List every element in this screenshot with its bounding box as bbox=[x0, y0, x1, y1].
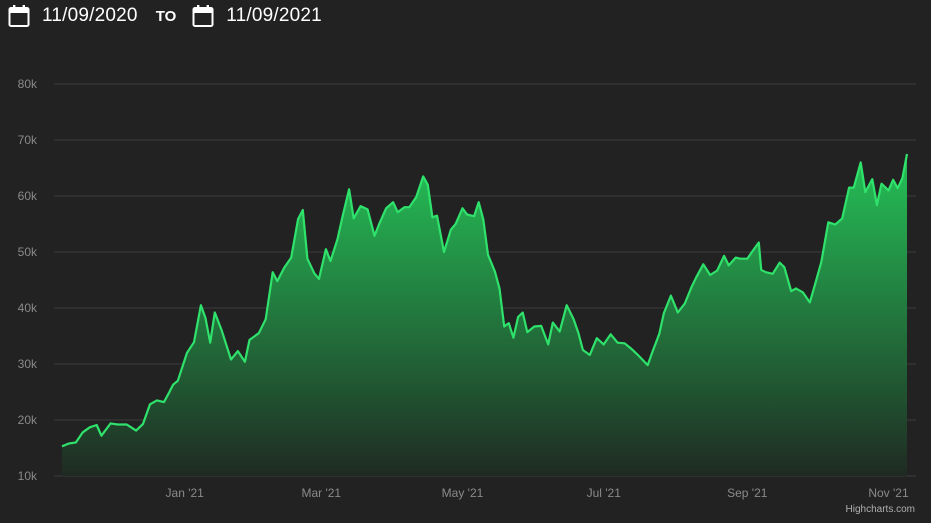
x-tick-label: Jul '21 bbox=[587, 486, 622, 500]
x-axis-labels: Jan '21 Mar '21 May '21 Jul '21 Sep '21 Nov '… bbox=[166, 486, 909, 500]
highcharts-credits[interactable]: Highcharts.com bbox=[845, 504, 915, 515]
price-line[interactable] bbox=[61, 153, 909, 448]
start-date-text[interactable]: 11/09/2020 bbox=[42, 5, 138, 26]
x-tick-label: May '21 bbox=[442, 486, 484, 500]
price-area bbox=[62, 154, 907, 476]
end-date-picker[interactable]: 11/09/2021 bbox=[192, 4, 322, 28]
start-date-picker[interactable]: 11/09/2020 bbox=[8, 4, 138, 28]
y-tick-label: 30k bbox=[18, 357, 38, 371]
y-tick-label: 70k bbox=[18, 133, 38, 147]
y-tick-label: 20k bbox=[18, 413, 38, 427]
y-tick-label: 50k bbox=[18, 245, 38, 259]
calendar-icon[interactable] bbox=[8, 4, 30, 28]
y-tick-label: 40k bbox=[18, 301, 38, 315]
x-tick-label: Jan '21 bbox=[166, 486, 205, 500]
x-tick-label: Sep '21 bbox=[727, 486, 768, 500]
y-tick-label: 10k bbox=[18, 469, 38, 483]
date-range-separator: TO bbox=[155, 7, 177, 25]
x-tick-label: Nov '21 bbox=[868, 486, 909, 500]
y-tick-label: 60k bbox=[18, 189, 38, 203]
y-tick-label: 80k bbox=[18, 77, 38, 91]
calendar-icon[interactable] bbox=[192, 4, 214, 28]
x-tick-label: Mar '21 bbox=[301, 486, 341, 500]
y-axis-labels: 10k 20k 30k 40k 50k 60k 70k 80k bbox=[18, 77, 38, 483]
date-range-bar: 11/09/2020 TO 11/09/2021 bbox=[8, 2, 322, 30]
end-date-text[interactable]: 11/09/2021 bbox=[226, 5, 322, 26]
